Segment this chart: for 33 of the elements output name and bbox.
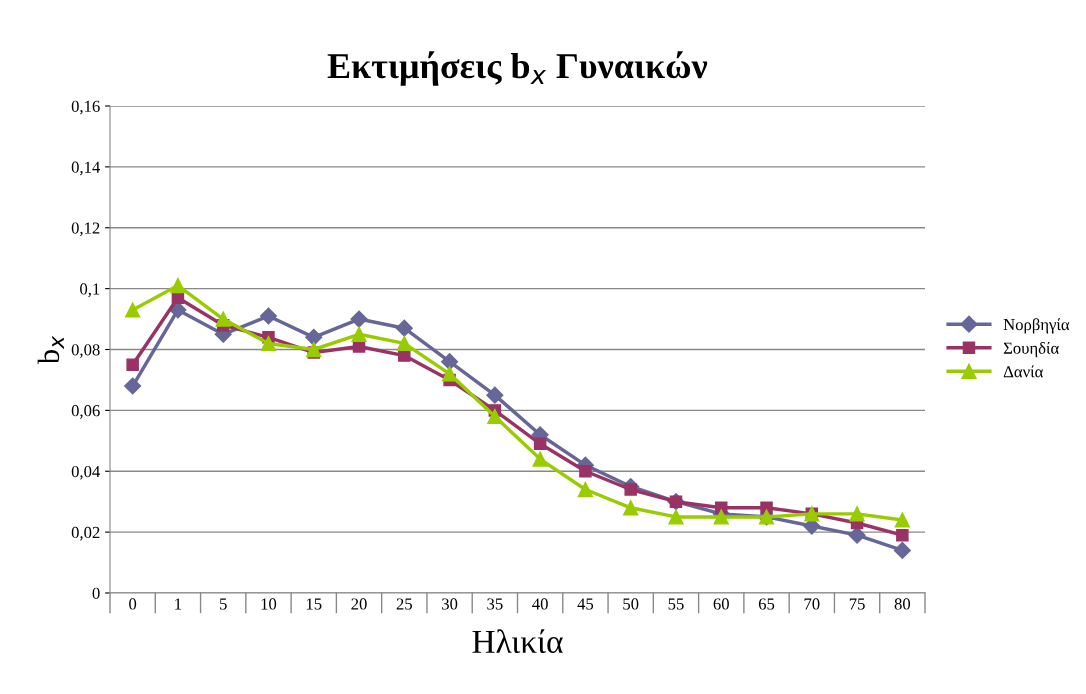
chart-title: Εκτιμήσεις b$_{x}$ Γυναικών (327, 51, 708, 86)
x-tick-label: 25 (396, 598, 412, 610)
x-tick-label: 10 (261, 598, 277, 610)
y-tick-label: 0,04 (71, 465, 101, 480)
y-axis-title: b$_{x}$ (37, 335, 64, 365)
x-tick-label: 60 (713, 598, 729, 610)
x-tick-label: 5 (220, 598, 227, 610)
x-tick-label: 55 (668, 598, 684, 610)
x-tick-label: 40 (532, 598, 548, 610)
x-tick-label: 20 (351, 598, 367, 610)
x-tick-label: 50 (623, 598, 639, 610)
legend-label: Σουηδία (1003, 341, 1059, 358)
x-tick-label: 70 (804, 598, 820, 610)
x-tick-label: 35 (487, 598, 503, 610)
y-tick-label: 0,14 (71, 161, 101, 176)
y-tick-label: 0,1 (80, 283, 100, 297)
x-tick-label: 80 (894, 598, 911, 610)
y-tick-label: 0,16 (71, 100, 100, 115)
x-tick-label: 0 (129, 598, 137, 610)
y-tick-label: 0,12 (71, 222, 100, 237)
y-tick-label: 0,06 (71, 405, 100, 419)
legend-label: Δανία (1003, 365, 1043, 378)
x-tick-label: 15 (306, 598, 322, 610)
legend-label: Νορβηγία (1003, 318, 1070, 334)
x-tick-label: 45 (577, 598, 594, 610)
y-tick-label: 0,08 (71, 344, 100, 358)
x-tick-label: 30 (442, 598, 458, 610)
y-tick-label: 0,02 (71, 526, 100, 541)
x-tick-label: 75 (849, 598, 865, 610)
x-tick-label: 65 (758, 598, 775, 610)
x-axis-title: Ηλικία (472, 629, 563, 654)
y-tick-label: 0 (92, 587, 100, 599)
x-tick-label: 1 (175, 598, 182, 610)
